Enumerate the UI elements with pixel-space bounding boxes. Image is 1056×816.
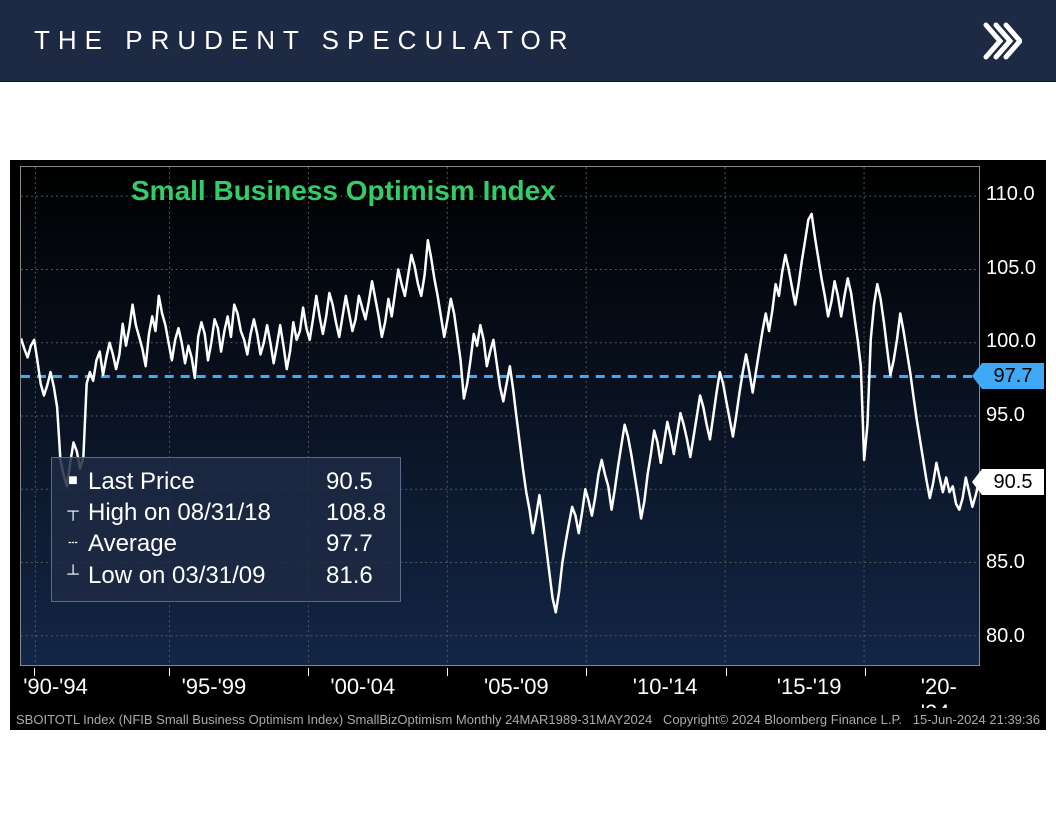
y-tick-label: 105.0	[986, 257, 1044, 280]
plot-area: Small Business Optimism Index ■ Last Pric…	[20, 166, 980, 666]
legend-value: 81.6	[326, 560, 373, 591]
x-axis: '90-'94 '95-'99 '00-'04 '05-'09 '10-'14 '15-'…	[20, 668, 980, 704]
y-tick-label: 95.0	[986, 404, 1044, 427]
legend-symbol: ┬	[66, 502, 80, 523]
x-tick-label: '05-'09	[484, 674, 549, 700]
chart-footer: SBOITOTL Index (NFIB Small Business Opti…	[10, 708, 1046, 730]
page-title: THE PRUDENT SPECULATOR	[34, 25, 576, 56]
avg-value-marker: 97.7	[982, 363, 1044, 389]
legend-label: Average	[88, 528, 318, 559]
x-tick-label: '95-'99	[182, 674, 247, 700]
brand-logo-icon	[982, 21, 1022, 61]
legend-value: 108.8	[326, 497, 386, 528]
chart-title: Small Business Optimism Index	[131, 175, 556, 207]
x-tick-label: '15-'19	[777, 674, 842, 700]
legend-value: 97.7	[326, 528, 373, 559]
legend-row: ┬ High on 08/31/18 108.8	[66, 497, 386, 528]
footer-left: SBOITOTL Index (NFIB Small Business Opti…	[16, 712, 652, 727]
legend-row: ┴ Low on 03/31/09 81.6	[66, 560, 386, 591]
footer-right: 15-Jun-2024 21:39:36	[913, 712, 1040, 727]
header-bar: THE PRUDENT SPECULATOR	[0, 0, 1056, 82]
legend-symbol: ■	[66, 471, 80, 492]
legend-symbol: ┴	[66, 565, 80, 586]
y-tick-label: 80.0	[986, 625, 1044, 648]
legend-label: Last Price	[88, 466, 318, 497]
legend-row: ┄ Average 97.7	[66, 528, 386, 559]
legend-label: High on 08/31/18	[88, 497, 318, 528]
legend-label: Low on 03/31/09	[88, 560, 318, 591]
x-tick-label: '90-'94	[23, 674, 88, 700]
x-tick-label: '00-'04	[330, 674, 395, 700]
footer-mid: Copyright© 2024 Bloomberg Finance L.P.	[663, 712, 902, 727]
legend-value: 90.5	[326, 466, 373, 497]
y-tick-label: 110.0	[986, 183, 1044, 206]
x-tick-label: '10-'14	[633, 674, 698, 700]
legend-row: ■ Last Price 90.5	[66, 466, 386, 497]
y-tick-label: 100.0	[986, 330, 1044, 353]
legend-box: ■ Last Price 90.5 ┬ High on 08/31/18 108.8 ┄ Av…	[51, 457, 401, 602]
last-price-marker: 90.5	[982, 469, 1044, 495]
chart-container: Small Business Optimism Index ■ Last Pric…	[10, 160, 1046, 730]
legend-symbol: ┄	[66, 534, 80, 555]
y-tick-label: 85.0	[986, 551, 1044, 574]
